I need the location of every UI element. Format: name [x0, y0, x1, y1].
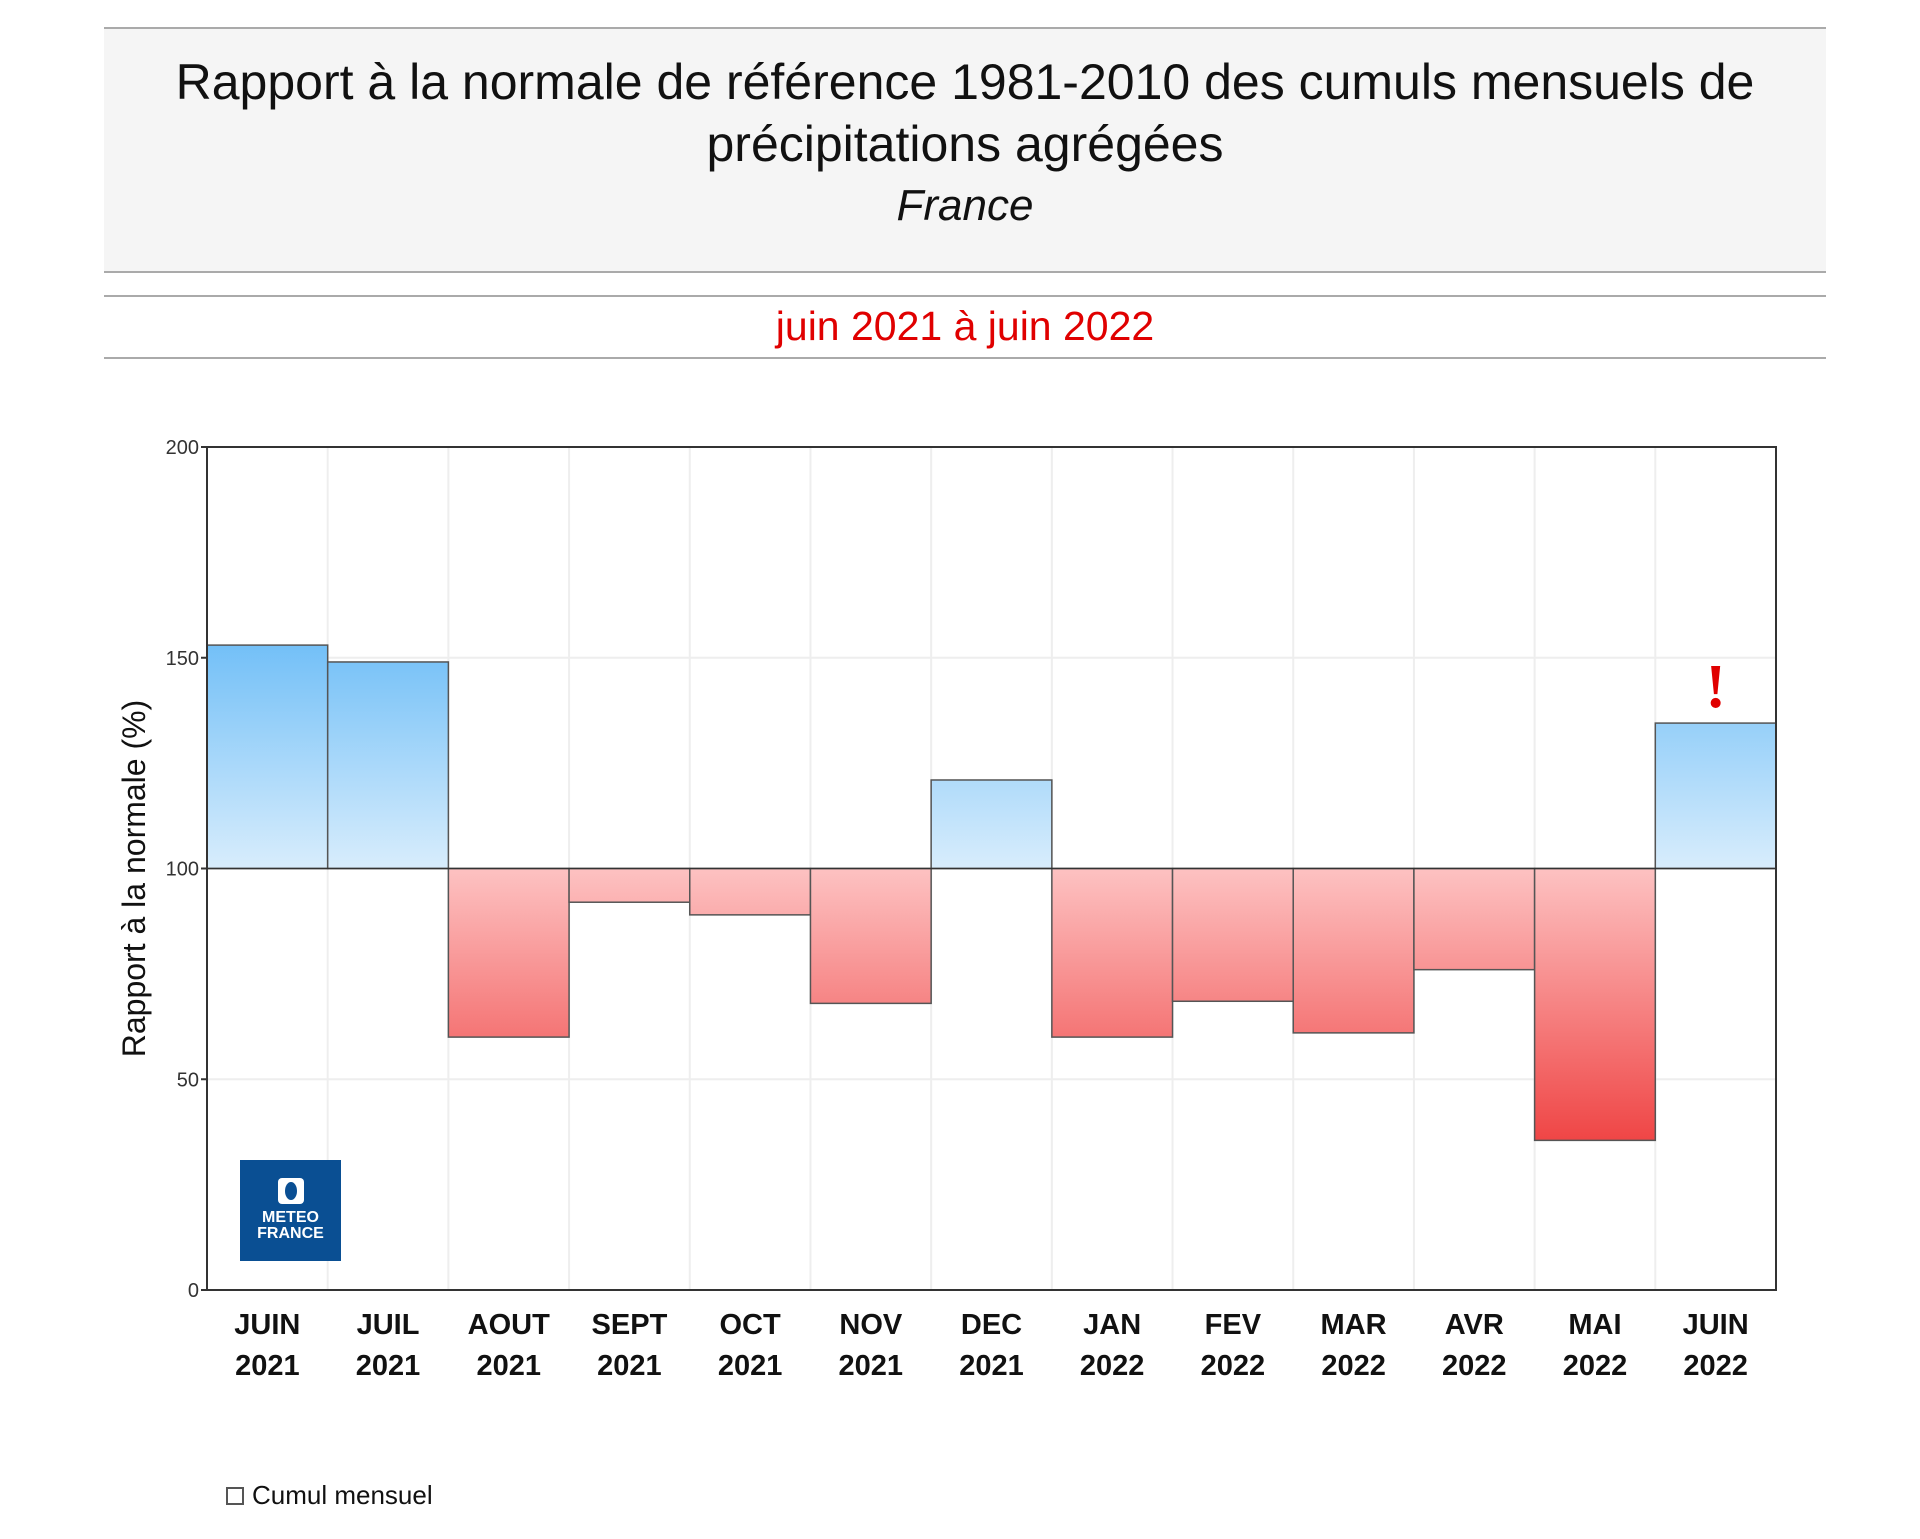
chart-title: Rapport à la normale de référence 1981-2…	[175, 54, 1755, 172]
alert-icon: !	[1705, 653, 1726, 721]
y-tick-label: 0	[188, 1280, 199, 1302]
y-tick-label: 150	[166, 648, 199, 670]
bar-juin-2021	[206, 644, 329, 870]
logo-icon	[277, 1178, 304, 1204]
x-tick-label: 2021	[839, 1350, 904, 1382]
x-tick-label: 2021	[356, 1350, 421, 1382]
y-axis-label: Rapport à la normale (%)	[116, 700, 152, 1057]
region-label: France	[896, 181, 1034, 230]
x-tick-label: 2021	[959, 1350, 1024, 1382]
y-tick-label: 100	[166, 859, 199, 881]
x-tick-label: 2022	[1563, 1350, 1628, 1382]
x-tick-label: DEC	[961, 1309, 1022, 1341]
x-tick-label: 2022	[1201, 1350, 1266, 1382]
chart-header: Rapport à la normale de référence 1981-2…	[104, 27, 1826, 273]
x-tick-label: 2021	[476, 1350, 541, 1382]
bar-oct-2021	[689, 867, 812, 916]
x-tick-label: AOUT	[468, 1309, 550, 1341]
x-tick-label: FEV	[1205, 1309, 1262, 1341]
bar-juil-2021	[326, 661, 450, 870]
bar-nov-2021	[809, 867, 932, 1005]
bar-jan-2022	[1051, 867, 1174, 1038]
legend-checkbox[interactable]	[226, 1486, 244, 1505]
x-tick-label: SEPT	[592, 1309, 668, 1341]
period-label: juin 2021 à juin 2022	[775, 303, 1155, 349]
y-tick-label: 50	[177, 1069, 199, 1091]
x-tick-label: 2022	[1442, 1350, 1507, 1382]
x-tick-label: MAI	[1568, 1309, 1621, 1341]
x-tick-label: 2022	[1321, 1350, 1386, 1382]
x-tick-label: JAN	[1083, 1309, 1141, 1341]
x-tick-label: 2022	[1683, 1350, 1748, 1382]
x-tick-label: 2021	[718, 1350, 783, 1382]
bar-aout-2021	[447, 867, 570, 1038]
bar-fev-2022	[1171, 867, 1294, 1003]
x-tick-label: OCT	[720, 1309, 782, 1341]
y-tick-label: 200	[166, 437, 199, 459]
x-tick-label: 2021	[235, 1350, 300, 1382]
x-tick-label: NOV	[839, 1309, 903, 1341]
x-tick-label: JUIL	[357, 1309, 420, 1341]
bar-avr-2022	[1413, 867, 1536, 971]
legend-label: Cumul mensuel	[252, 1480, 433, 1510]
x-tick-label: 2022	[1080, 1350, 1145, 1382]
period-band: juin 2021 à juin 2022	[104, 295, 1826, 359]
x-tick-label: JUIN	[1683, 1309, 1749, 1341]
bar-mar-2022	[1292, 867, 1415, 1034]
legend[interactable]: Cumul mensuel	[226, 1480, 433, 1511]
bar-sept-2021	[568, 867, 691, 903]
meteo-france-logo: METEO FRANCE	[240, 1160, 341, 1261]
bar-mai-2022	[1533, 867, 1657, 1142]
x-tick-label: JUIN	[234, 1309, 300, 1341]
bar-dec-2021	[930, 779, 1053, 870]
x-tick-label: AVR	[1445, 1309, 1504, 1341]
bar-juin-2022	[1654, 722, 1777, 870]
x-tick-label: MAR	[1321, 1309, 1387, 1341]
x-tick-label: 2021	[597, 1350, 662, 1382]
